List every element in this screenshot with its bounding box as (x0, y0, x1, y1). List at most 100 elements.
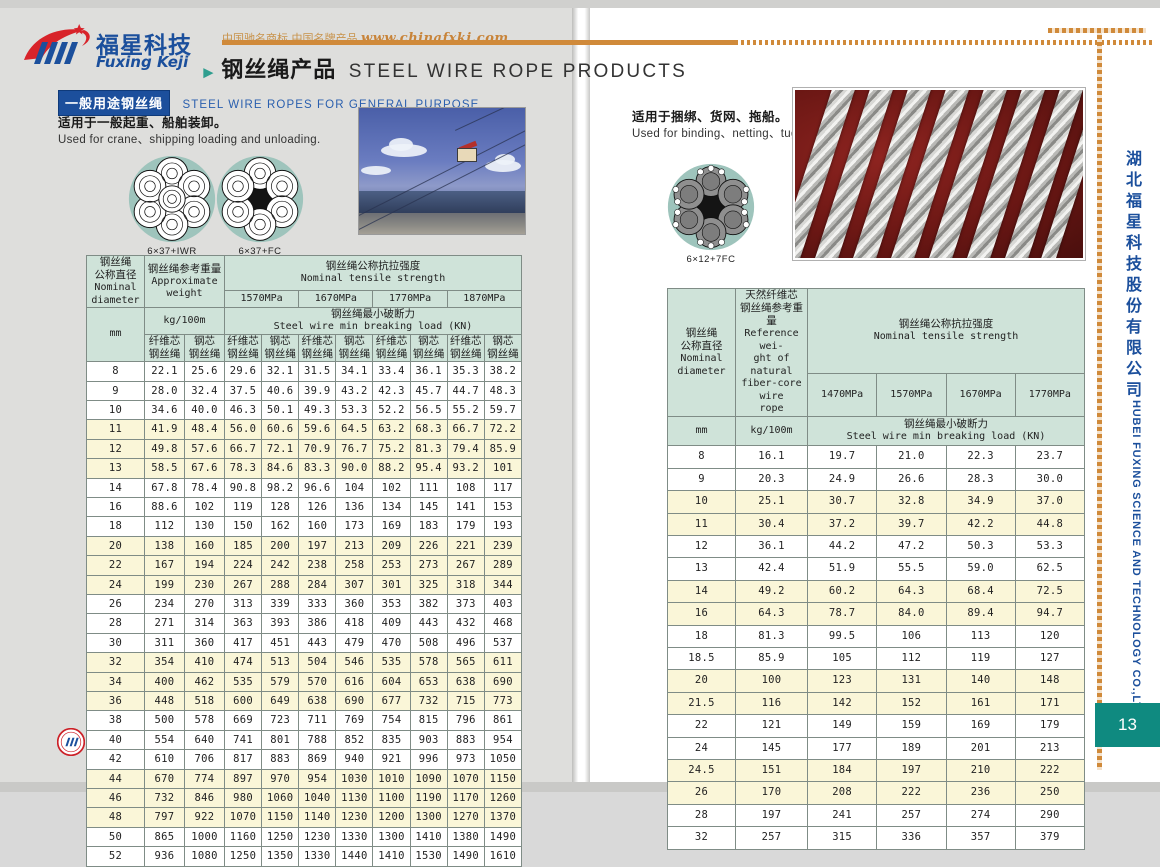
table-row: 34 400 462 535 579 570 616 604 653 638 690 (86, 671, 523, 693)
table-cell: 200 (261, 535, 300, 557)
table-row: 50 865 1000 1160 1250 1230 1330 1300 1410 1380 149… (86, 826, 523, 848)
table-cell: 49.2 (735, 579, 808, 604)
table-row: 52 936 1080 1250 1350 1330 1440 1410 1530 1490 161… (86, 846, 523, 867)
hdr-en-line3: fiber-core wire (741, 378, 802, 402)
sub-cn1: 钢芯 (193, 334, 215, 347)
table-row: 18 112 130 150 162 160 173 169 183 179 193 (86, 516, 523, 537)
table-cell: 1410 (409, 826, 448, 848)
cell-nominal-diameter: 8 (667, 445, 736, 469)
table-cell: 22.3 (945, 445, 1016, 469)
table-cell: 78.4 (183, 477, 225, 498)
cell-nominal-diameter: 38 (86, 710, 145, 731)
rope-diagram-caption-1: 6×37+IWR (147, 246, 197, 257)
table-cell: 315 (806, 826, 878, 850)
hdr-en-line4: rope (759, 403, 784, 415)
table-cell: 30.4 (735, 512, 808, 537)
table-cell: 208 (806, 781, 878, 805)
table-cell: 289 (483, 555, 523, 576)
table-cell: 1440 (335, 846, 374, 867)
table-cell: 45.7 (409, 380, 448, 401)
cell-nominal-diameter: 26 (667, 781, 736, 805)
table-cell: 706 (183, 749, 225, 770)
table-cell: 84.6 (261, 458, 300, 479)
table-row: 22 121 149 159 169 179 (667, 714, 1086, 738)
table-cell: 185 (223, 535, 263, 557)
table-cell: 1150 (483, 768, 523, 790)
table-cell: 1250 (261, 826, 300, 848)
sub-cn2: 钢丝绳 (148, 348, 181, 360)
table-cell: 32.8 (876, 490, 947, 514)
table-cell: 96.6 (298, 477, 337, 498)
cell-nominal-diameter: 18 (86, 516, 145, 537)
table-cell: 37.2 (806, 512, 878, 537)
table-row: 13 58.5 67.6 78.3 84.6 83.3 90.0 88.2 95.4 93.2 10… (86, 458, 523, 479)
table-cell: 1190 (409, 788, 448, 809)
table-cell: 852 (335, 729, 374, 751)
subcol-steel-core: 钢芯 钢丝绳 (261, 333, 300, 363)
subcol-fiber-core: 纤维芯 钢丝绳 (144, 333, 185, 363)
table-cell: 78.7 (806, 602, 878, 626)
table-cell: 1230 (298, 826, 337, 848)
cell-nominal-diameter: 8 (86, 361, 145, 382)
table-row: 18.5 85.9 105 112 119 127 (667, 647, 1086, 671)
table-cell: 20.3 (735, 467, 808, 492)
table-cell: 23.7 (1014, 445, 1086, 469)
table-cell: 732 (144, 788, 185, 809)
cell-nominal-diameter: 26 (86, 593, 145, 615)
table-cell: 100 (735, 669, 808, 693)
hdr-cn: 钢丝绳参考重量 (147, 262, 222, 275)
table-cell: 817 (223, 749, 263, 770)
table-cell: 134 (372, 496, 411, 518)
table-cell: 1040 (298, 788, 337, 809)
table-cell: 62.5 (1014, 557, 1086, 581)
cloud-shape (495, 154, 515, 165)
vertical-accent-rule (1097, 28, 1102, 770)
table-cell: 173 (335, 516, 374, 537)
table-cell: 462 (183, 671, 225, 693)
col-header-nominal-diameter: 钢丝绳 公称直径 Nominal diameter (667, 288, 736, 417)
table-cell: 336 (876, 826, 947, 850)
hdr-en-line2: ght of natural (750, 353, 793, 377)
right-usage-en: Used for binding、netting、tugboat. (632, 128, 825, 140)
table-cell: 270 (183, 593, 225, 615)
table-cell: 59.0 (945, 557, 1016, 581)
sub-cn2: 钢丝绳 (301, 348, 334, 360)
sub-cn2: 钢丝绳 (264, 348, 296, 360)
table-row: 14 49.2 60.2 64.3 68.4 72.5 (667, 579, 1086, 604)
table-row: 13 42.4 51.9 55.5 59.0 62.5 (667, 557, 1086, 581)
cell-nominal-diameter: 13 (667, 557, 736, 581)
table-header-row-3: mm kg/100m 钢丝绳最小破断力 Steel wire min break… (86, 307, 523, 363)
table-row: 9 28.0 32.4 37.5 40.6 39.9 43.2 42.3 45.7 44.7 48.… (86, 380, 523, 401)
table-cell: 565 (446, 652, 485, 673)
sub-cn1: 钢芯 (418, 334, 440, 347)
hdr-en-line1: Nominal (94, 282, 137, 294)
table-cell: 141 (446, 496, 485, 518)
table-cell: 307 (335, 574, 374, 596)
table-cell: 49.3 (298, 399, 337, 421)
table-cell: 1140 (298, 807, 337, 828)
table-cell: 267 (223, 574, 263, 596)
logo-text-cn: 福星科技 (96, 33, 192, 59)
table-cell: 711 (298, 710, 337, 731)
title-arrow-icon: ► (200, 63, 217, 82)
table-cell: 60.6 (261, 419, 300, 440)
col-header-unit-kg100m: kg/100m (735, 415, 808, 447)
table-cell: 194 (183, 555, 225, 576)
table-cell: 70.9 (298, 438, 337, 460)
table-cell: 883 (446, 729, 485, 751)
table-row: 28 197 241 257 274 290 (667, 803, 1086, 828)
table-cell: 508 (409, 632, 448, 654)
table-cell: 1270 (446, 807, 485, 828)
hdr-cn-line1: 天然纤维芯 (745, 289, 798, 301)
table-cell: 152 (876, 691, 947, 716)
table-row: 26 234 270 313 339 333 360 353 382 373 403 (86, 593, 523, 615)
cloud-shape (389, 138, 413, 151)
table-header-row-4: 纤维芯 钢丝绳 钢芯 钢丝绳 纤维芯 钢丝绳 钢芯 钢丝绳 纤维芯 钢丝绳 钢芯 钢丝绳 纤… (87, 333, 523, 363)
table-header-row-2: 1470MPa 1570MPa 1670MPa 1770MPa (668, 372, 1086, 417)
cell-nominal-diameter: 24 (86, 574, 145, 596)
table-cell: 48.4 (183, 419, 225, 440)
table-cell: 24.9 (806, 467, 878, 492)
cell-nominal-diameter: 10 (86, 399, 145, 421)
table-cell: 179 (446, 516, 485, 537)
page-edge-top (0, 0, 1160, 8)
